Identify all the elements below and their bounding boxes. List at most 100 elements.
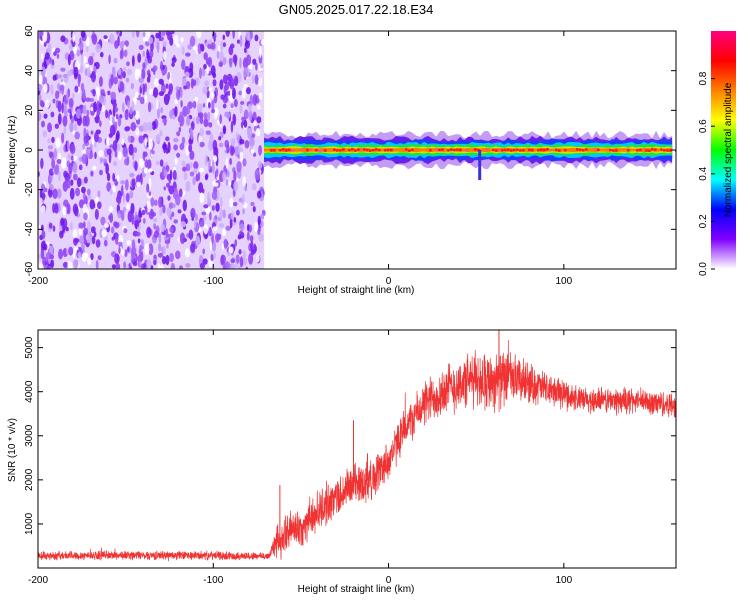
noise-blob [167,195,171,201]
noise-blob [234,75,239,87]
noise-blob [94,208,99,220]
noise-blob [60,35,66,43]
noise-blob [135,127,140,136]
noise-blob [122,71,126,79]
noise-blob [38,74,43,85]
noise-blob [219,196,223,208]
signal-core-mark [408,149,411,152]
noise-blob [112,184,116,193]
noise-blob [226,90,232,96]
noise-blob [151,150,155,155]
noise-blob [76,49,81,57]
noise-blob [38,262,43,269]
noise-blob [59,230,64,239]
noise-blob [86,221,91,232]
noise-blob [185,115,191,126]
signal-core-mark [474,148,477,151]
noise-blob [215,168,219,178]
noise-blob [95,239,101,248]
signal-core-mark [576,148,579,151]
noise-blob [47,122,53,133]
noise-blob [79,37,82,44]
signal-core-mark [336,149,339,152]
noise-blob [211,205,215,212]
noise-blob [163,169,168,178]
colorbar-tick-label: 0.2 [698,214,709,228]
noise-blob [161,80,164,86]
noise-blob [73,66,79,78]
noise-blob [219,207,223,220]
noise-blob [166,243,169,249]
noise-blob [150,41,154,52]
noise-blob [211,99,215,111]
noise-blob [184,71,190,78]
noise-blob [237,234,242,240]
signal-core-mark [513,148,516,152]
noise-blob [62,73,68,79]
spectrogram-panel: -200 -100 0 100 60 40 20 0 -20 -40 -60 Height of … [7,25,677,296]
noise-blob [247,127,252,140]
noise-blob [84,68,88,76]
noise-blob [38,253,42,259]
signal-core-mark [549,148,552,152]
noise-blob [106,137,110,146]
noise-blob [244,185,248,192]
noise-blob [226,111,231,119]
noise-blob [121,138,125,146]
noise-blob [204,154,208,167]
noise-blob [74,131,80,140]
spectrogram-y-tick-label: -20 [24,182,35,197]
noise-blob [146,226,152,239]
noise-blob [171,62,175,67]
noise-blob [114,221,120,229]
noise-blob [77,73,81,80]
signal-core-mark [387,148,390,152]
noise-blob [69,111,72,120]
noise-blob [107,90,111,96]
noise-blob [185,163,191,172]
signal-core-mark [516,148,519,151]
noise-blob [140,263,144,269]
noise-blob [143,167,148,174]
noise-blob [153,199,158,206]
noise-blob [94,131,99,143]
noise-blob [161,83,166,94]
noise-blob [248,110,253,122]
noise-blob [120,180,126,185]
noise-blob [242,158,247,167]
noise-blob [181,77,188,88]
noise-blob [142,121,148,132]
signal-core-mark [456,148,459,151]
noise-blob [89,199,95,210]
noise-blob [74,238,80,243]
noise-blob [211,108,215,114]
noise-blob [122,192,126,204]
noise-blob [122,102,125,113]
signal-core-mark [279,148,282,152]
noise-blob [94,114,100,124]
noise-blob [131,55,135,67]
noise-blob [233,216,237,223]
noise-blob [144,159,148,169]
noise-blob [212,32,217,40]
noise-blob [201,218,205,227]
noise-blob [96,201,102,210]
noise-blob [242,257,248,266]
noise-blob [250,149,255,155]
noise-blob [113,76,118,85]
colorbar-tick-label: 0.4 [698,166,709,180]
snr-y-tick-label: 3000 [24,424,35,447]
noise-blob [50,259,55,269]
signal-core-mark [501,148,504,152]
noise-blob [155,134,161,143]
noise-blob [155,160,160,166]
noise-blob [189,35,196,47]
noise-blob [250,201,255,207]
noise-blob [186,103,191,115]
noise-blob [183,85,188,90]
signal-core-mark [309,148,312,151]
noise-blob [162,118,168,124]
noise-blob [176,152,181,158]
signal-core-mark [522,149,525,152]
signal-core-mark [507,148,510,151]
